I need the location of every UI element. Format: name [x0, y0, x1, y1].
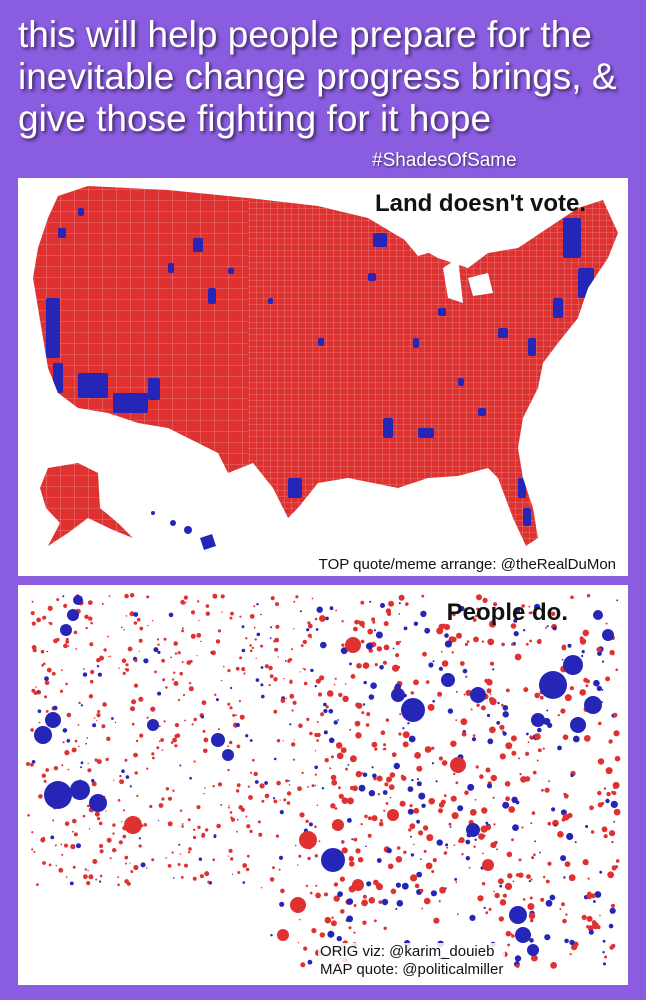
- population-bubble-map: [26, 593, 621, 969]
- headline-caption: this will help people prepare for the in…: [18, 14, 617, 139]
- top-credit: TOP quote/meme arrange: @theRealDuMon: [316, 556, 618, 574]
- land-doesnt-vote-quote: Land doesn't vote.: [374, 190, 586, 217]
- hashtag-label: #ShadesOfSame: [372, 150, 517, 171]
- county-map-panel: Land doesn't vote. TOP quote/meme arrang…: [18, 178, 628, 576]
- democrat-counties: [46, 208, 594, 526]
- population-bubble-panel: People do. ORIG viz: @karim_douieb MAP q…: [18, 585, 628, 985]
- great-lakes: [403, 236, 493, 303]
- people-do-quote: People do.: [446, 599, 568, 626]
- county-choropleth-map: [33, 186, 618, 550]
- bottom-credit: ORIG viz: @karim_douieb MAP quote: @poli…: [318, 943, 506, 979]
- alaska-shape: [40, 463, 133, 546]
- viz-credit: ORIG viz: @karim_douieb: [320, 943, 495, 960]
- hawaii-shape: [151, 511, 216, 550]
- map-quote-credit: MAP quote: @politicalmiller: [320, 961, 504, 978]
